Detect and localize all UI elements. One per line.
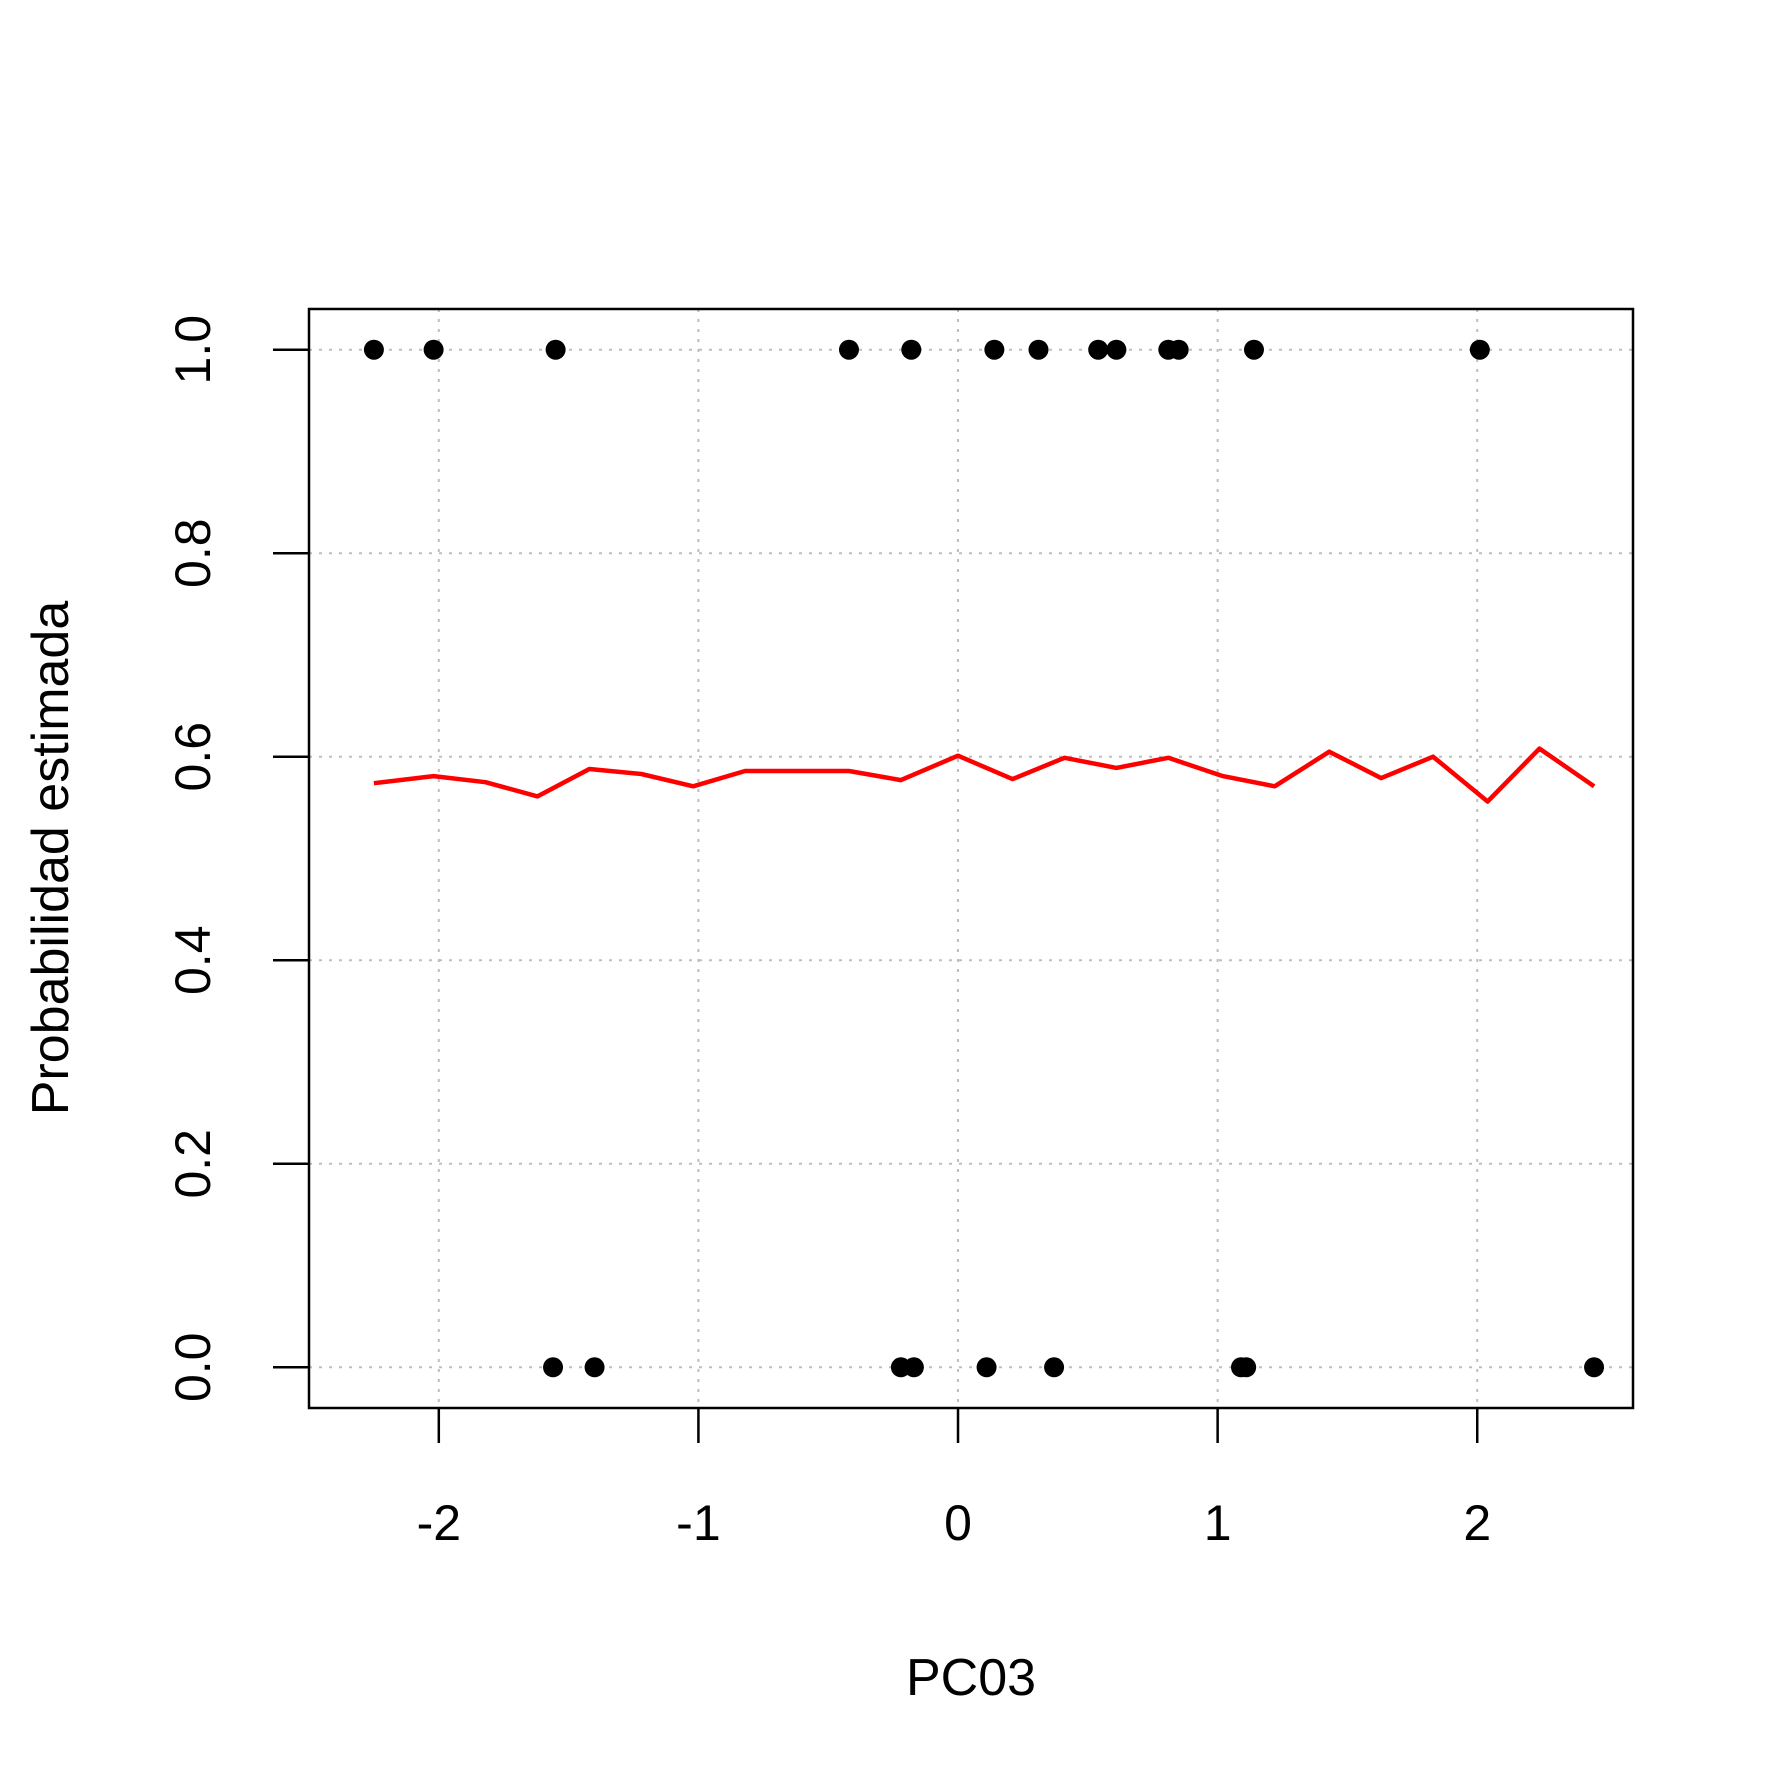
data-point-12: [1469, 339, 1490, 360]
y-tick-label-0: 0.0: [165, 1333, 221, 1403]
series-line-0: [373, 746, 1596, 804]
data-point-4: [901, 339, 922, 360]
x-tick-label-3: 1: [1204, 1495, 1232, 1551]
y-tick-label-2: 0.4: [165, 926, 221, 996]
data-point-3: [838, 339, 859, 360]
x-tick-label-1: -1: [676, 1495, 720, 1551]
data-point-1: [423, 339, 444, 360]
data-point-11: [1243, 339, 1264, 360]
y-tick-label-4: 0.8: [165, 518, 221, 588]
y-tick-label-3: 0.6: [165, 722, 221, 792]
x-tick-label-0: -2: [417, 1495, 461, 1551]
data-point-6: [1028, 339, 1049, 360]
series-layer: [373, 746, 1596, 804]
data-point-13: [543, 1357, 564, 1378]
y-tick-label-1: 0.2: [165, 1129, 221, 1199]
data-point-21: [1584, 1357, 1605, 1378]
x-tick-label-4: 2: [1463, 1495, 1491, 1551]
x-axis: -2 -1 0 1 2: [417, 1408, 1491, 1551]
data-point-10: [1168, 339, 1189, 360]
data-point-5: [984, 339, 1005, 360]
data-point-17: [976, 1357, 997, 1378]
x-tick-label-2: 0: [944, 1495, 972, 1551]
data-point-2: [545, 339, 566, 360]
y-axis-label: Probabilidad estimada: [22, 601, 80, 1116]
points-layer: [363, 339, 1605, 1378]
data-point-7: [1088, 339, 1109, 360]
data-point-14: [584, 1357, 605, 1378]
data-point-8: [1106, 339, 1127, 360]
y-tick-label-5: 1.0: [165, 315, 221, 385]
data-point-16: [903, 1357, 924, 1378]
y-axis: 0.0 0.2 0.4 0.6 0.8 1.0: [165, 315, 309, 1402]
data-point-18: [1044, 1357, 1065, 1378]
x-axis-label: PC03: [906, 1649, 1036, 1707]
plot-frame: [307, 307, 1635, 1410]
data-point-20: [1236, 1357, 1257, 1378]
data-point-0: [363, 339, 384, 360]
grid: [309, 309, 1633, 1408]
